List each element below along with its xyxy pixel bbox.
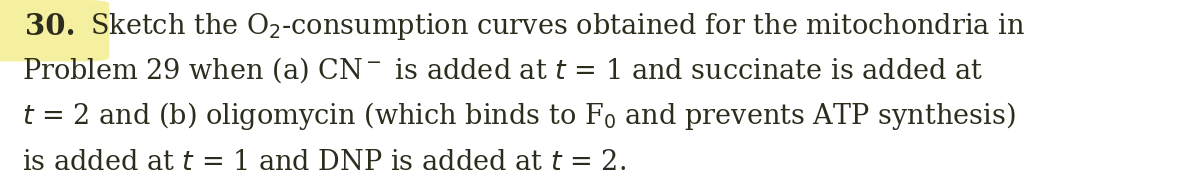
Text: 30.: 30.: [25, 12, 76, 41]
FancyBboxPatch shape: [0, 0, 109, 61]
Text: Sketch the O$_2$-consumption curves obtained for the mitochondria in: Sketch the O$_2$-consumption curves obta…: [90, 11, 1025, 42]
Text: is added at $t$ = 1 and DNP is added at $t$ = 2.: is added at $t$ = 1 and DNP is added at …: [22, 149, 625, 176]
Text: $t$ = 2 and (b) oligomycin (which binds to F$_0$ and prevents ATP synthesis): $t$ = 2 and (b) oligomycin (which binds …: [22, 100, 1015, 132]
Text: Problem 29 when (a) CN$^-$ is added at $t$ = 1 and succinate is added at: Problem 29 when (a) CN$^-$ is added at $…: [22, 55, 983, 85]
